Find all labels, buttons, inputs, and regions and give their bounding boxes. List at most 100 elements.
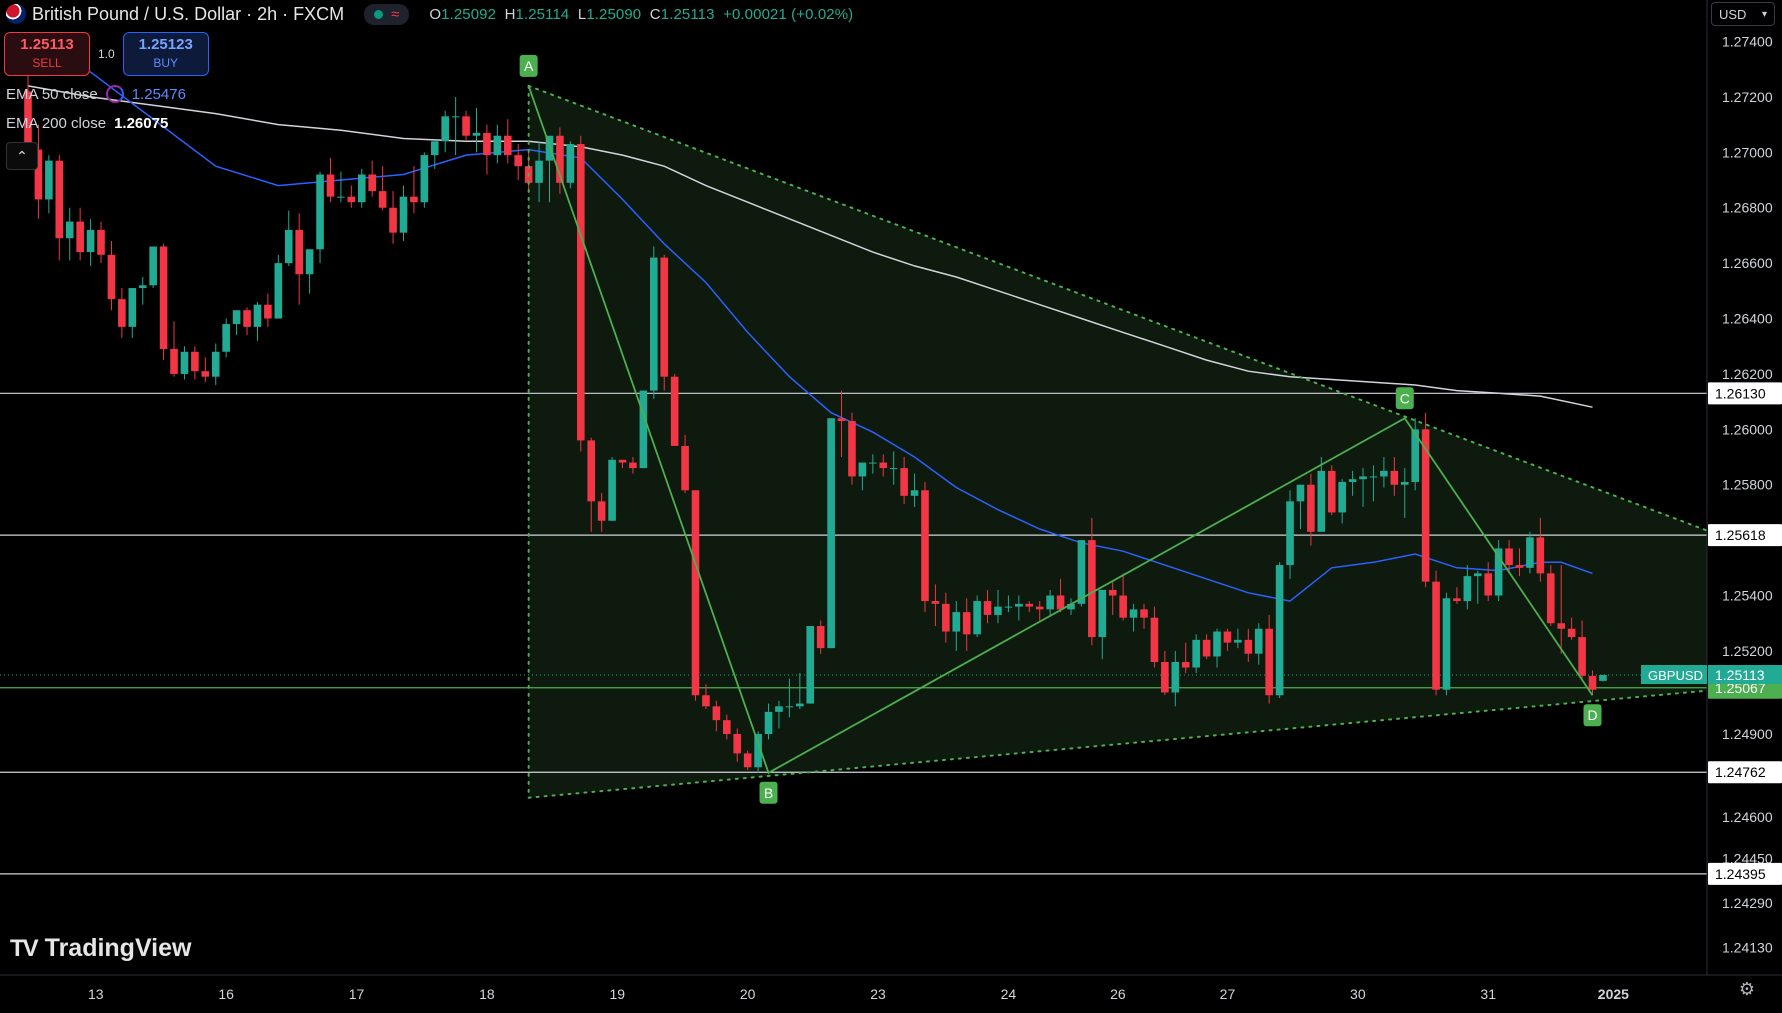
- chart-settings-icon[interactable]: ⚙: [1738, 978, 1756, 999]
- candle: [848, 412, 856, 485]
- candle: [211, 343, 220, 386]
- candle-body: [347, 196, 356, 203]
- tradingview-logo[interactable]: TV TradingView: [10, 934, 191, 963]
- current-price-bg: [1708, 665, 1782, 685]
- y-tick-label: 1.26200: [1722, 366, 1773, 382]
- candle: [1202, 634, 1211, 660]
- currency-select[interactable]: USD ▾: [1711, 2, 1775, 26]
- candle-body: [691, 490, 700, 696]
- candle-body: [597, 501, 606, 521]
- candle-body: [1161, 662, 1169, 693]
- symbol-tag-bg: [1641, 665, 1707, 685]
- symbol-title[interactable]: British Pound / U.S. Dollar · 2h · FXCM: [32, 3, 345, 24]
- candle-body: [1025, 603, 1034, 607]
- candle: [1432, 570, 1440, 696]
- ema50-value: 1.25476: [131, 85, 186, 103]
- candle: [629, 457, 637, 474]
- candle-body: [723, 720, 731, 735]
- candle-body: [1015, 603, 1023, 607]
- candle-body: [639, 390, 648, 469]
- high-value: 1.25114: [515, 5, 570, 23]
- time-axis-bg: [0, 975, 1707, 1013]
- candle-body: [1296, 484, 1305, 502]
- sell-button[interactable]: 1.25113 SELL: [4, 32, 90, 76]
- candle-body: [128, 288, 137, 327]
- market-status-pill[interactable]: ≈: [364, 3, 410, 25]
- candle: [556, 127, 564, 194]
- candle: [837, 390, 846, 458]
- candle-body: [326, 174, 335, 197]
- low-value: 1.25090: [586, 5, 642, 23]
- candle: [994, 589, 1002, 624]
- level-label-bg: [1708, 761, 1782, 784]
- candle: [608, 457, 616, 521]
- quantity-value[interactable]: 1.0: [98, 47, 115, 61]
- candle-body: [806, 625, 815, 704]
- candle: [910, 473, 919, 507]
- pattern-point-a: A: [519, 54, 538, 77]
- candle-body: [65, 221, 74, 239]
- candle-body: [910, 490, 919, 496]
- buy-button[interactable]: 1.25123 BUY: [122, 32, 209, 76]
- trade-panel: 1.25113 SELL 1.0 1.25123 BUY: [4, 32, 209, 76]
- candle-body: [660, 257, 669, 377]
- candle: [1254, 623, 1263, 665]
- candle: [389, 191, 397, 244]
- candle: [1171, 650, 1180, 707]
- candle-body: [274, 263, 283, 319]
- candle-body: [702, 695, 710, 707]
- candle-body: [1150, 617, 1159, 663]
- candle: [962, 598, 971, 651]
- candle: [1244, 628, 1253, 663]
- candle: [743, 750, 752, 771]
- level-label-text: 1.26130: [1715, 385, 1766, 401]
- candle-body: [962, 612, 971, 635]
- candle-body: [107, 254, 116, 300]
- chevron-up-icon: ⌃: [16, 147, 28, 164]
- candle: [1296, 484, 1305, 530]
- candle-body: [264, 304, 272, 319]
- candle: [399, 185, 408, 241]
- x-tick-label: 16: [218, 986, 234, 1002]
- collapse-legend-button[interactable]: ⌃: [6, 142, 38, 170]
- candle: [410, 166, 418, 214]
- ema200-legend[interactable]: EMA 200 close 1.26075: [6, 115, 168, 132]
- candle-body: [45, 160, 53, 200]
- candle-body: [24, 91, 32, 150]
- change-value: +0.00021 (+0.02%): [723, 5, 854, 23]
- candle: [34, 124, 43, 219]
- candle: [243, 307, 251, 336]
- candle-body: [1463, 576, 1472, 602]
- candle-body: [1588, 675, 1597, 690]
- candle: [264, 293, 272, 327]
- candle-body: [1286, 501, 1294, 566]
- candle: [483, 124, 491, 175]
- level-label-bg: [1708, 524, 1782, 547]
- candle-body: [629, 462, 637, 469]
- candle: [942, 592, 950, 643]
- x-tick-label: 23: [870, 986, 886, 1002]
- ema200-value: 1.26075: [114, 115, 169, 132]
- candle: [191, 346, 199, 380]
- candle: [1327, 465, 1336, 516]
- ema50-legend[interactable]: EMA 50 close 1.25476: [6, 85, 186, 103]
- triangle-fill: [528, 85, 1718, 798]
- candle: [357, 168, 366, 208]
- candle: [378, 166, 387, 211]
- candle: [1599, 674, 1607, 682]
- candle-body: [858, 462, 867, 477]
- candle: [587, 437, 596, 532]
- current-price-text: 1.25113: [1715, 667, 1765, 683]
- candle: [1046, 589, 1054, 615]
- candle-body: [869, 462, 877, 464]
- candle: [566, 141, 575, 189]
- candle-body: [295, 229, 303, 275]
- candle: [1181, 642, 1190, 674]
- candle: [806, 625, 815, 704]
- candle: [128, 288, 137, 338]
- x-tick-label: 20: [740, 986, 756, 1002]
- candle: [712, 700, 721, 732]
- x-tick-label: 27: [1220, 986, 1236, 1002]
- candle-body: [921, 490, 929, 602]
